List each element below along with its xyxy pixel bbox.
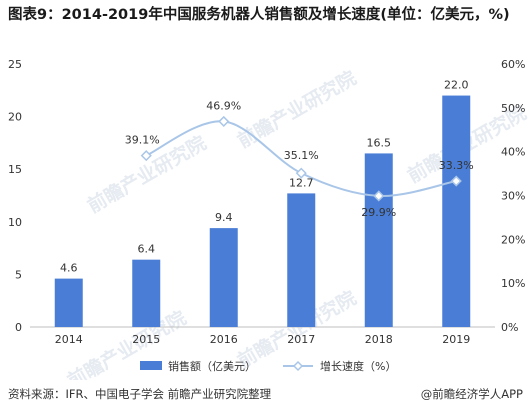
y-right-tick-label: 10% xyxy=(501,277,525,290)
chart-axes: 0 5 10 15 20 25 0% 10% 20% 30% 40% 50% 60% 2014 2015 20… xyxy=(8,58,525,346)
growth-marker xyxy=(450,175,462,187)
growth-value-label: 33.3% xyxy=(439,159,474,172)
growth-marker xyxy=(373,190,385,202)
bar-value-label: 9.4 xyxy=(215,211,233,224)
legend-label-line: 增长速度（%） xyxy=(320,359,396,373)
bar xyxy=(442,95,471,327)
bar xyxy=(54,278,83,327)
legend-swatch-marker xyxy=(292,360,304,372)
watermark-text: 前瞻产业研究院 xyxy=(233,66,360,152)
bar xyxy=(287,193,316,327)
y-right-tick-label: 40% xyxy=(501,146,525,159)
legend-label-bar: 销售额（亿美元） xyxy=(168,359,256,373)
bar-value-label: 6.4 xyxy=(138,243,156,256)
bar-value-label: 16.5 xyxy=(367,136,392,149)
x-tick-label: 2018 xyxy=(365,333,393,346)
growth-value-label: 29.9% xyxy=(361,206,396,219)
growth-value-label: 35.1% xyxy=(284,149,319,162)
growth-value-label: 39.1% xyxy=(125,134,160,147)
x-tick-label: 2017 xyxy=(287,333,315,346)
chart-legend: 销售额（亿美元） 增长速度（%） xyxy=(140,359,396,373)
x-tick-label: 2019 xyxy=(442,333,470,346)
bar-value-label: 4.6 xyxy=(60,262,78,275)
y-left-tick-label: 5 xyxy=(15,268,22,281)
bar-value-label: 12.7 xyxy=(289,176,314,189)
y-right-tick-label: 20% xyxy=(501,233,525,246)
y-left-tick-label: 15 xyxy=(8,163,22,176)
chart-title: 图表9：2014-2019年中国服务机器人销售额及增长速度(单位：亿美元，%) xyxy=(8,7,510,23)
bar xyxy=(209,228,238,327)
y-right-tick-label: 50% xyxy=(501,102,525,115)
data-labels: 4.6 6.4 9.4 12.7 16.5 22.0 39.1% 46.9% 35.1% 29.9… xyxy=(60,79,474,275)
y-right-tick-label: 60% xyxy=(501,58,525,71)
line-series xyxy=(140,115,462,202)
y-left-tick-label: 25 xyxy=(8,58,22,71)
x-tick-label: 2014 xyxy=(55,333,83,346)
bar-value-label: 22.0 xyxy=(444,79,469,92)
growth-marker xyxy=(218,115,230,127)
brand-credit: @前瞻经济学人APP xyxy=(420,387,523,401)
bar-series xyxy=(54,95,471,327)
y-left-tick-label: 20 xyxy=(8,111,22,124)
bar xyxy=(132,259,161,327)
source-note: 资料来源：IFR、中国电子学会 前瞻产业研究院整理 xyxy=(8,387,272,401)
growth-value-label: 46.9% xyxy=(206,99,241,112)
x-tick-label: 2016 xyxy=(210,333,238,346)
legend-swatch-bar xyxy=(140,361,162,370)
y-left-tick-label: 10 xyxy=(8,216,22,229)
growth-marker xyxy=(295,167,307,179)
chart-canvas: 前瞻产业研究院前瞻产业研究院前瞻产业研究院前瞻产业研究院前瞻产业研究院 0510… xyxy=(8,58,530,380)
y-right-tick-label: 0% xyxy=(501,321,518,334)
y-left-tick-label: 0 xyxy=(15,321,22,334)
bar xyxy=(364,153,393,327)
x-tick-label: 2015 xyxy=(132,333,160,346)
y-right-tick-label: 30% xyxy=(501,190,525,203)
growth-marker xyxy=(140,150,152,162)
